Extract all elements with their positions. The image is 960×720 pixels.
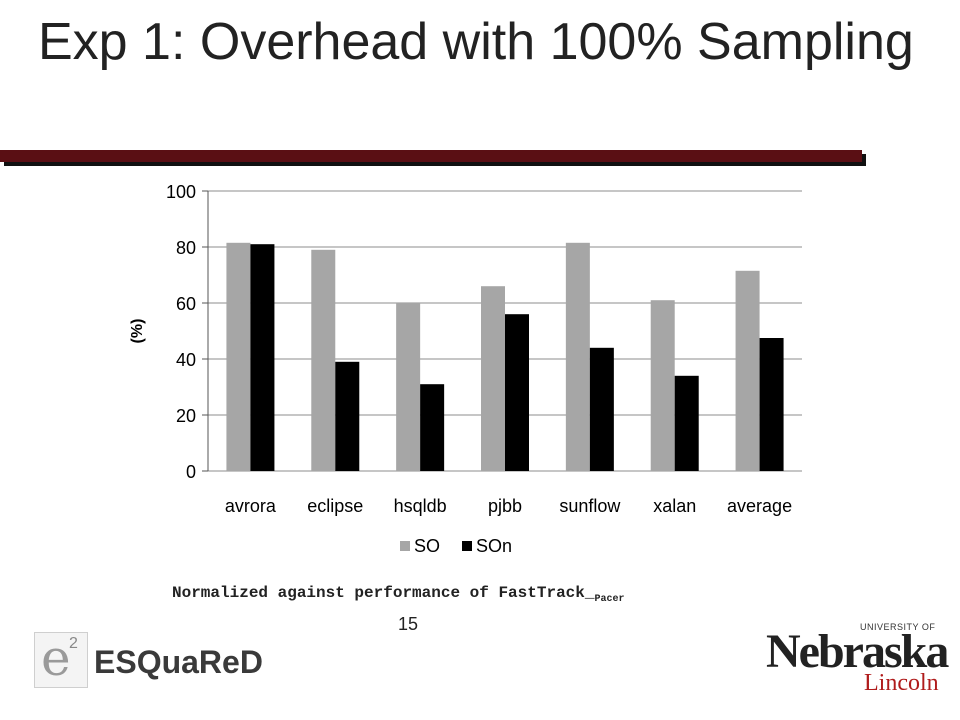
x-tick-label: pjbb: [488, 496, 522, 516]
slide-title: Exp 1: Overhead with 100% Sampling: [38, 13, 914, 71]
bar-so-eclipse: [311, 249, 336, 471]
y-tick-label: 0: [186, 462, 196, 482]
esquared-logo: e 2 ESQuaReD: [34, 632, 274, 692]
y-tick-label: 80: [176, 238, 196, 258]
title-underline-bar: [0, 150, 866, 166]
x-tick-label: hsqldb: [394, 496, 447, 516]
bar-so-xalan: [650, 300, 675, 471]
bar-so-hsqldb: [396, 303, 421, 471]
esquared-wordmark: ESQuaReD: [94, 644, 263, 680]
chart-caption: Normalized against performance of FastTr…: [172, 584, 812, 605]
bar-chart: 0 20 40 60 80 100 (%) avrora eclipse hsqldb pjbb su…: [90, 180, 810, 580]
x-tick-label: eclipse: [307, 496, 363, 516]
caption-subscript: Pacer: [594, 594, 625, 605]
esquared-e-mark: e 2: [34, 632, 88, 688]
bar-son-pjbb: [505, 314, 529, 471]
y-tick-label: 60: [176, 294, 196, 314]
nebraska-university-line: UNIVERSITY OF: [860, 622, 936, 632]
bar-so-avrora: [226, 242, 251, 471]
bar-so-average: [735, 270, 760, 471]
bar-son-sunflow: [589, 347, 614, 471]
bar-son-average: [759, 338, 784, 471]
nebraska-campus: Lincoln: [864, 670, 939, 696]
y-tick-label: 20: [176, 406, 196, 426]
nebraska-logo: UNIVERSITY OF Nebraska Lincoln: [766, 618, 949, 698]
bar-son-avrora: [250, 244, 275, 471]
x-tick-label: average: [727, 496, 792, 516]
legend-label-son: SOn: [476, 536, 512, 556]
y-tick-label: 40: [176, 350, 196, 370]
bar-son-eclipse: [335, 361, 360, 471]
x-tick-label: xalan: [653, 496, 696, 516]
esquared-e-letter: e: [41, 629, 71, 687]
legend-label-so: SO: [414, 536, 440, 556]
page-number: 15: [398, 614, 419, 634]
y-axis-label: (%): [129, 319, 146, 344]
caption-main-text: Normalized against performance of FastTr…: [172, 584, 595, 602]
nebraska-name: Nebraska: [766, 625, 949, 678]
bar-son-xalan: [674, 375, 699, 471]
bar-so-pjbb: [481, 286, 505, 471]
esquared-superscript: 2: [69, 635, 78, 652]
x-tick-label: avrora: [225, 496, 277, 516]
x-tick-label: sunflow: [559, 496, 621, 516]
title-bar-accent: [0, 150, 862, 162]
legend-swatch-so: [400, 541, 410, 551]
bar-so-sunflow: [565, 242, 590, 471]
bar-chart-svg: 0 20 40 60 80 100 (%) avrora eclipse hsqldb pjbb su…: [129, 182, 802, 556]
y-tick-label: 100: [166, 182, 196, 202]
bar-son-hsqldb: [420, 384, 445, 471]
legend-swatch-son: [462, 541, 472, 551]
